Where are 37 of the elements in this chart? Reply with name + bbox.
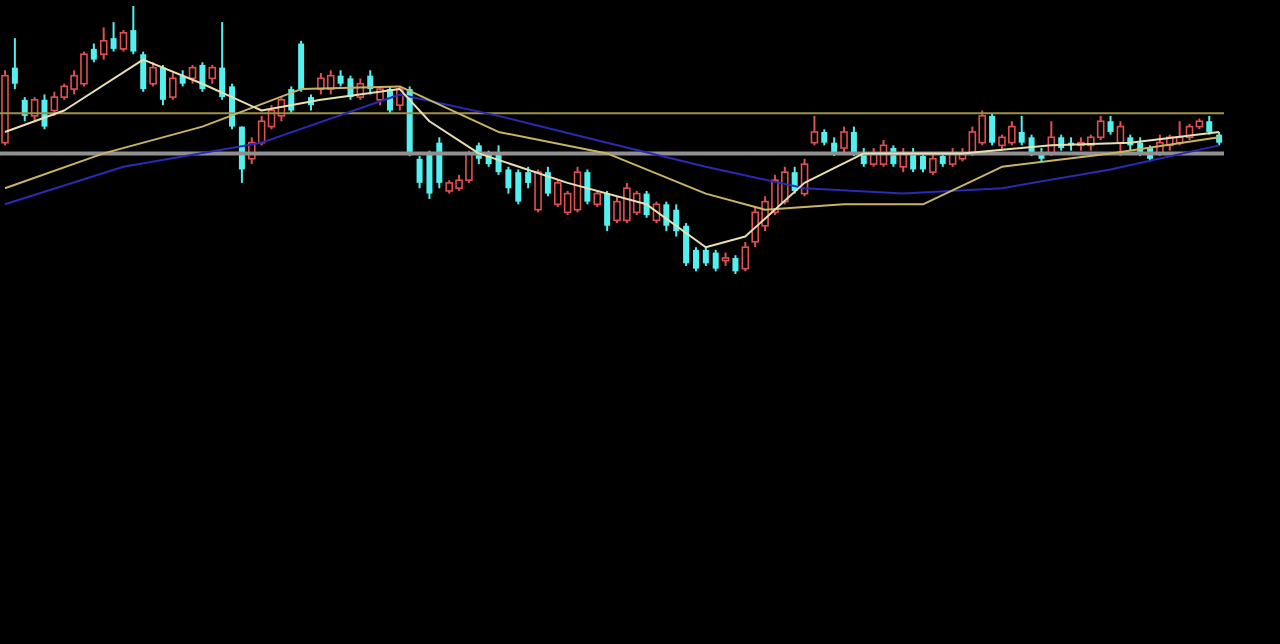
candlestick	[663, 200, 670, 233]
candlestick	[169, 72, 177, 101]
candlestick	[219, 21, 226, 101]
candlestick	[149, 61, 157, 88]
candlestick	[436, 136, 443, 190]
candlestick	[920, 152, 926, 174]
candlestick	[810, 114, 819, 147]
candlestick	[525, 165, 532, 190]
candlestick	[732, 254, 739, 274]
candlestick	[929, 152, 937, 176]
candlestick	[1206, 114, 1213, 136]
candlestick	[119, 29, 128, 53]
candlestick	[741, 240, 750, 273]
candlestick	[544, 165, 551, 198]
candlestick	[90, 42, 97, 64]
candlestick	[130, 6, 137, 56]
candlestick	[11, 37, 18, 91]
candlestick	[712, 248, 719, 273]
candlestick	[840, 125, 848, 155]
candlestick	[692, 246, 699, 273]
candlestick	[1107, 114, 1114, 136]
candlestick	[683, 222, 690, 267]
candlestick	[110, 21, 117, 53]
candlestick	[99, 26, 108, 61]
candlestick	[604, 189, 611, 233]
candlestick	[989, 112, 996, 147]
candlestick	[899, 147, 908, 174]
candlestick	[208, 63, 217, 85]
candlestick	[298, 39, 305, 93]
candlestick	[584, 168, 591, 206]
candlestick	[534, 168, 542, 214]
candlestick	[1018, 114, 1025, 147]
candlestick	[159, 63, 166, 107]
candlestick	[140, 50, 147, 93]
candlestick	[515, 168, 522, 206]
candlestick	[199, 61, 206, 93]
candlestick	[702, 246, 709, 267]
